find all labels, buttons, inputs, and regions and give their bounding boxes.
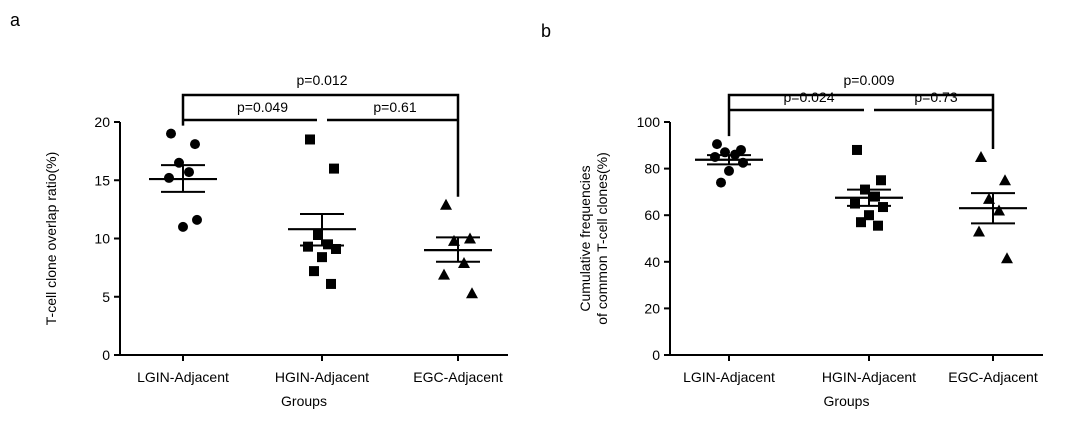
- y-axis-title: of common T-cell clones(%): [594, 152, 610, 324]
- x-tick-label: EGC-Adjacent: [413, 369, 503, 385]
- data-point: [184, 167, 194, 178]
- y-tick-label: 20: [644, 300, 660, 316]
- data-point: [317, 252, 327, 263]
- x-tick-label: LGIN-Adjacent: [683, 369, 775, 385]
- data-point: [178, 221, 188, 232]
- data-point: [993, 204, 1005, 216]
- data-point: [999, 174, 1011, 186]
- x-tick-label: HGIN-Adjacent: [275, 369, 369, 385]
- data-point: [712, 139, 722, 150]
- data-point: [716, 177, 726, 188]
- y-tick-label: 5: [102, 289, 110, 305]
- y-axis-title: T-cell clone overlap ratio(%): [43, 152, 59, 326]
- data-point: [864, 210, 874, 221]
- panel-label: b: [541, 21, 551, 41]
- y-tick-label: 10: [94, 231, 110, 247]
- x-axis-title: Groups: [281, 393, 327, 409]
- p-value-label: p=0.009: [844, 72, 895, 88]
- y-tick-label: 0: [102, 347, 110, 363]
- data-point: [329, 163, 339, 174]
- data-point: [850, 198, 860, 209]
- data-point: [870, 191, 880, 202]
- y-tick-label: 80: [644, 161, 660, 177]
- p-value-label: p=0.73: [914, 89, 957, 105]
- significance-bracket: [727, 93, 995, 149]
- data-point: [852, 144, 862, 155]
- y-tick-label: 15: [94, 172, 110, 188]
- data-point: [873, 220, 883, 231]
- data-point: [856, 217, 866, 228]
- data-point: [331, 243, 341, 254]
- data-point: [724, 165, 734, 176]
- data-point: [975, 150, 987, 162]
- data-point: [440, 198, 452, 210]
- y-tick-label: 40: [644, 254, 660, 270]
- data-point: [876, 175, 886, 186]
- p-value-label: p=0.049: [237, 99, 288, 115]
- data-point: [313, 230, 323, 241]
- data-point: [303, 241, 313, 252]
- data-point: [878, 202, 888, 213]
- x-tick-label: EGC-Adjacent: [948, 369, 1038, 385]
- data-point: [326, 278, 336, 289]
- data-point: [309, 266, 319, 277]
- data-point: [166, 128, 176, 139]
- y-tick-label: 20: [94, 114, 110, 130]
- p-value-label: p=0.024: [784, 89, 835, 105]
- data-point: [1001, 252, 1013, 264]
- data-point: [438, 268, 450, 280]
- x-tick-label: HGIN-Adjacent: [822, 369, 916, 385]
- data-point: [323, 239, 333, 250]
- data-point: [466, 287, 478, 299]
- significance-bracket: [181, 93, 460, 197]
- data-point: [190, 139, 200, 150]
- panel-label: a: [10, 10, 21, 30]
- y-tick-label: 0: [652, 347, 660, 363]
- y-tick-label: 60: [644, 207, 660, 223]
- data-point: [192, 214, 202, 225]
- p-value-label: p=0.61: [373, 99, 416, 115]
- data-point: [973, 225, 985, 237]
- panel-b: b 0 20 40 60 80 100 LGIN-Adjacent HGIN-Adjacent E…: [541, 21, 1043, 409]
- x-tick-label: LGIN-Adjacent: [137, 369, 229, 385]
- y-axis-title: Cumulative frequencies: [577, 165, 593, 311]
- x-axis-title: Groups: [824, 393, 870, 409]
- panel-a: a 0 5 10 15 20 LGIN-Adjacent HGIN-Adjacent EGC-A…: [10, 10, 508, 409]
- data-point: [164, 172, 174, 183]
- data-point: [305, 134, 315, 145]
- y-tick-label: 100: [637, 114, 661, 130]
- p-value-label: p=0.012: [297, 72, 348, 88]
